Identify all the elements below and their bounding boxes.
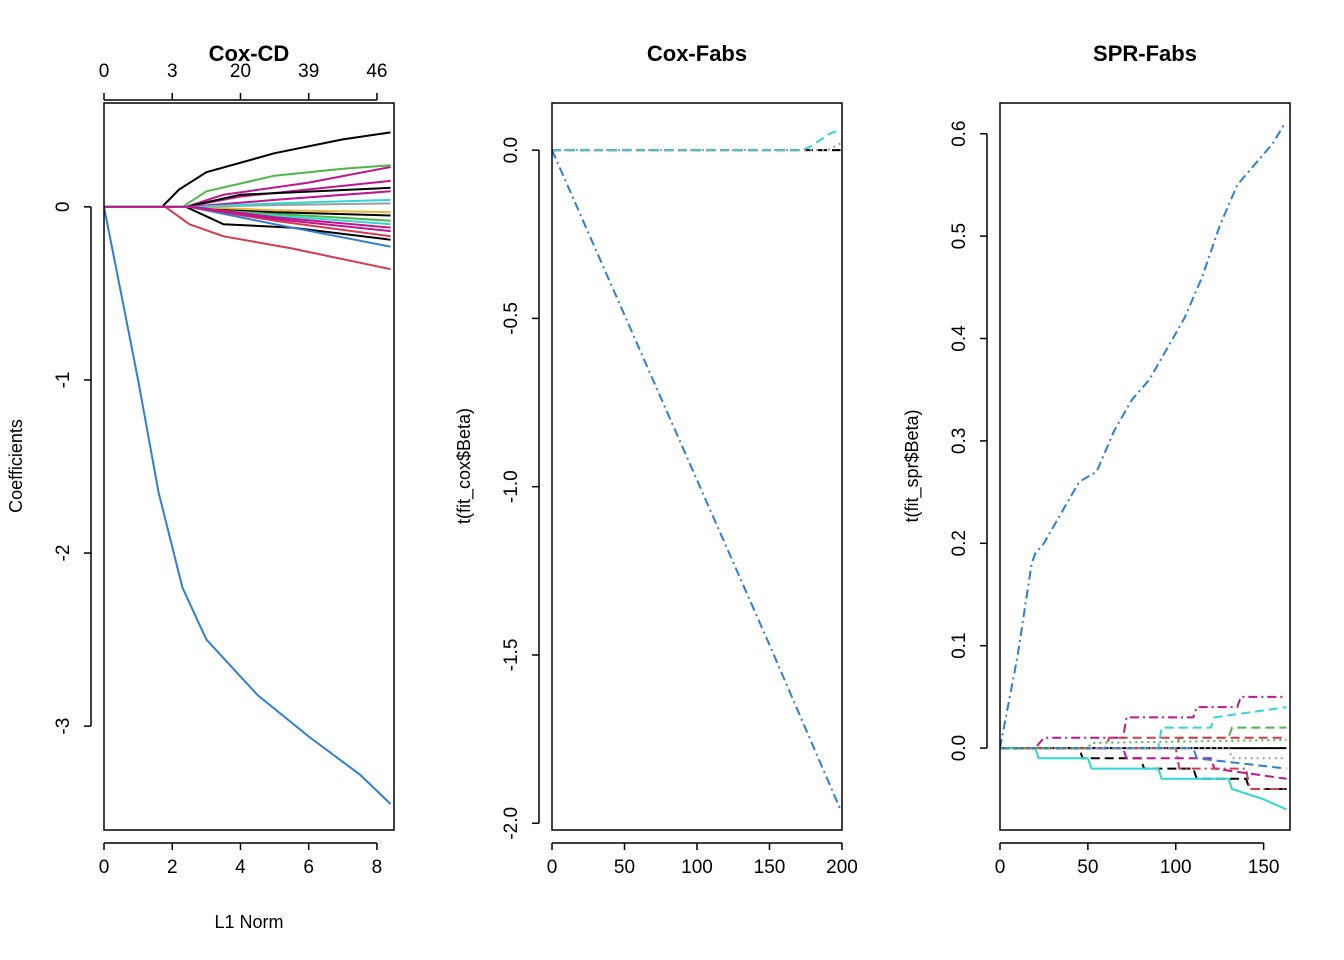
series-line-0 [104, 206, 392, 805]
y-axis-label: t(fit_cox$Beta) [454, 408, 475, 524]
plot-frame [999, 102, 1291, 831]
x-axis-label: L1 Norm [214, 912, 283, 932]
series-group [552, 128, 842, 811]
y-tick-label: -1.5 [501, 639, 522, 672]
x-tick-label: 8 [372, 857, 383, 878]
series-line-1 [1000, 695, 1287, 750]
series-group [104, 131, 392, 805]
x-tick-label: 150 [754, 857, 786, 878]
y-tick-label: 0.4 [949, 325, 970, 352]
chart-title: SPR-Fabs [1093, 41, 1197, 66]
y-tick-label: 0 [53, 202, 74, 213]
top-tick-label: 0 [99, 61, 110, 82]
y-tick-label: 0.1 [949, 632, 970, 658]
x-tick-label: 0 [99, 857, 110, 878]
x-tick-label: 2 [167, 857, 178, 878]
x-tick-label: 50 [1077, 857, 1098, 878]
series-line-7 [1000, 747, 1287, 811]
x-tick-label: 50 [614, 857, 635, 878]
x-tick-label: 4 [235, 857, 246, 878]
y-tick-label: 0.0 [949, 735, 970, 761]
y-tick-label: -2.0 [501, 807, 522, 840]
top-tick-label: 39 [298, 61, 319, 82]
y-tick-label: 0.0 [501, 137, 522, 163]
series-line-8 [1000, 747, 1287, 780]
series-line-10 [1000, 747, 1287, 770]
y-tick-label: -1.0 [501, 470, 522, 503]
y-tick-label: 0.2 [949, 530, 970, 556]
y-tick-label: -2 [53, 545, 74, 562]
x-tick-label: 100 [1160, 857, 1192, 878]
x-tick-label: 0 [995, 857, 1006, 878]
series-line-3 [552, 128, 841, 152]
y-tick-label: 0.6 [949, 121, 970, 147]
top-tick-label: 20 [230, 61, 251, 82]
series-line-11 [1000, 747, 1287, 760]
x-tick-label: 100 [681, 857, 713, 878]
series-line-4 [552, 142, 841, 152]
series-line-12 [1000, 738, 1287, 750]
series-line-0 [1000, 122, 1286, 749]
top-tick-label: 3 [167, 61, 178, 82]
y-tick-label: 0.5 [949, 223, 970, 249]
x-tick-label: 150 [1248, 857, 1280, 878]
plot-frame [551, 102, 843, 831]
plot-frame [103, 102, 395, 831]
y-tick-label: 0.3 [949, 428, 970, 454]
top-tick-label: 46 [366, 61, 387, 82]
y-tick-label: -1 [53, 371, 74, 388]
chart-title: Cox-Fabs [647, 41, 747, 66]
y-axis-label: Coefficients [6, 419, 26, 513]
x-tick-label: 0 [547, 857, 558, 878]
series-line-3 [1000, 726, 1287, 750]
series-group [1000, 122, 1287, 811]
y-tick-label: -3 [53, 718, 74, 735]
y-axis-label: t(fit_spr$Beta) [902, 409, 923, 522]
panel-cox-cd: L1 Norm Coefficients 0 2 4 6 8-3-2-100 3 20 39 4… [6, 41, 395, 932]
y-tick-label: -0.5 [501, 302, 522, 335]
series-line-0 [552, 149, 842, 811]
x-tick-label: 6 [303, 857, 314, 878]
x-tick-label: 200 [826, 857, 858, 878]
series-line-6 [1000, 747, 1287, 790]
chart-title: Cox-CD [209, 41, 290, 66]
panel-cox-fabs: t(fit_cox$Beta) 0 50 100 150 200 -2.0 -1.5 -1.0… [454, 41, 858, 878]
panel-spr-fabs: t(fit_spr$Beta) 0 50 100 150 0.0 0.1 0.2 0.3 0.4… [902, 41, 1291, 878]
series-line-18 [104, 205, 391, 229]
